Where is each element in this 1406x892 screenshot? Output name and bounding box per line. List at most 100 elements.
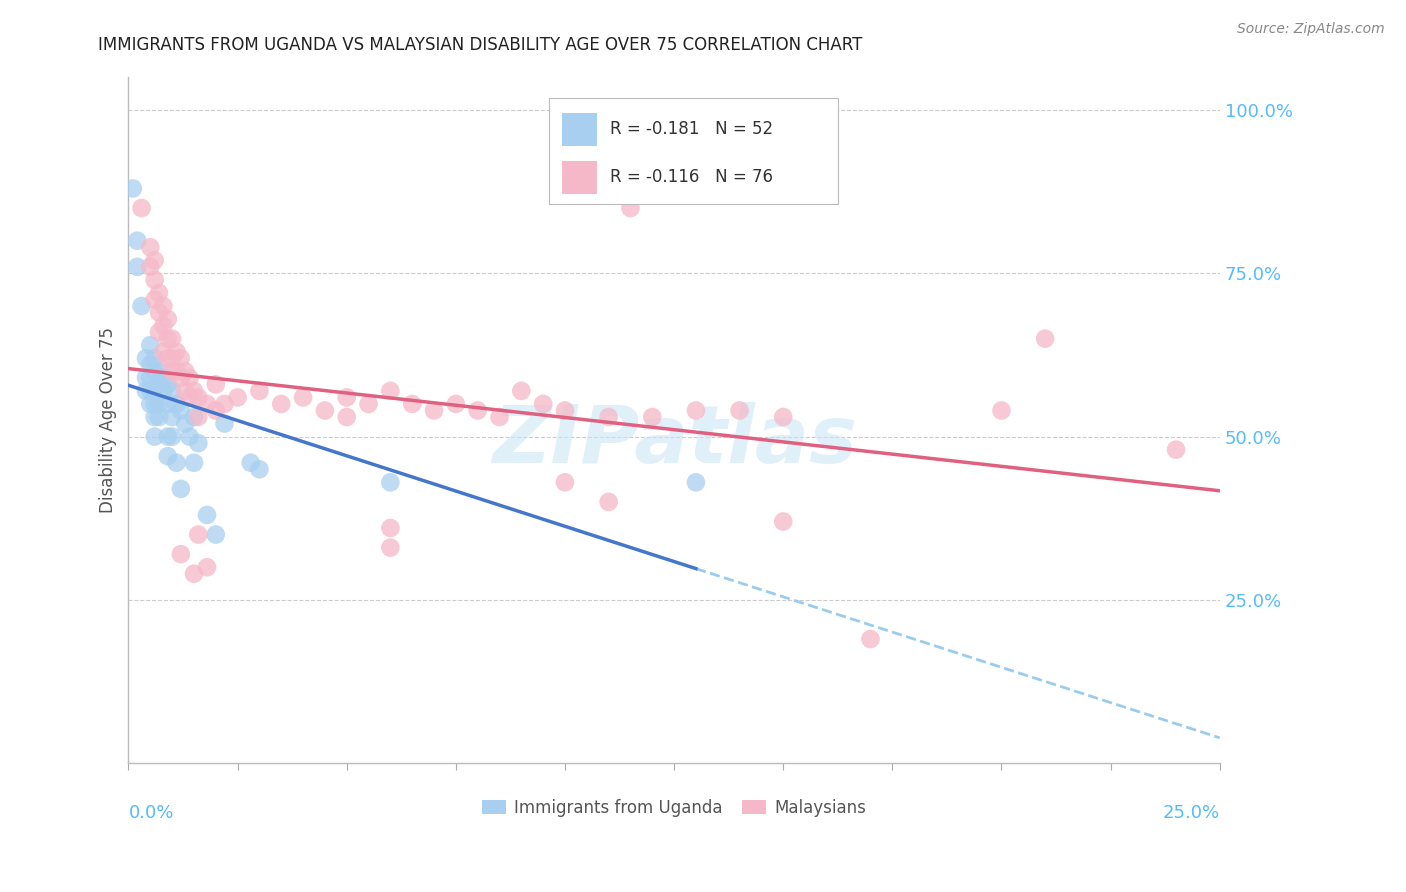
- Point: [160, 384, 183, 398]
- Point: [143, 351, 166, 366]
- Point: [174, 384, 197, 398]
- Point: [160, 429, 183, 443]
- Point: [156, 351, 179, 366]
- Point: [554, 403, 576, 417]
- Point: [641, 410, 664, 425]
- Point: [195, 508, 218, 522]
- Point: [160, 351, 183, 366]
- Point: [183, 384, 205, 398]
- Point: [204, 377, 226, 392]
- Point: [249, 462, 271, 476]
- Point: [156, 312, 179, 326]
- Point: [380, 541, 402, 555]
- Point: [139, 338, 162, 352]
- Point: [139, 260, 162, 274]
- Point: [1033, 332, 1056, 346]
- Point: [143, 410, 166, 425]
- Point: [174, 417, 197, 431]
- Point: [152, 318, 174, 333]
- Point: [226, 391, 249, 405]
- Point: [152, 384, 174, 398]
- Bar: [561, 161, 596, 194]
- Point: [174, 364, 197, 378]
- Point: [179, 429, 201, 443]
- Point: [183, 566, 205, 581]
- Point: [336, 391, 359, 405]
- Point: [139, 371, 162, 385]
- FancyBboxPatch shape: [548, 98, 838, 204]
- Point: [156, 397, 179, 411]
- Point: [143, 364, 166, 378]
- Point: [166, 397, 188, 411]
- Point: [619, 201, 641, 215]
- Point: [531, 397, 554, 411]
- Point: [160, 364, 183, 378]
- Text: ZIPatlas: ZIPatlas: [492, 402, 856, 480]
- Point: [204, 527, 226, 541]
- Point: [292, 391, 315, 405]
- Point: [214, 417, 236, 431]
- Point: [127, 234, 149, 248]
- Point: [195, 397, 218, 411]
- Point: [170, 547, 193, 561]
- Point: [160, 332, 183, 346]
- Point: [270, 397, 292, 411]
- Point: [156, 429, 179, 443]
- Point: [187, 436, 209, 450]
- Point: [467, 403, 489, 417]
- Point: [510, 384, 533, 398]
- Point: [131, 299, 153, 313]
- Point: [214, 397, 236, 411]
- Point: [131, 201, 153, 215]
- Point: [152, 344, 174, 359]
- Point: [423, 403, 446, 417]
- Point: [156, 377, 179, 392]
- Point: [772, 515, 794, 529]
- Point: [170, 482, 193, 496]
- Point: [314, 403, 336, 417]
- Point: [772, 410, 794, 425]
- Point: [728, 403, 751, 417]
- Point: [139, 240, 162, 254]
- Text: R = -0.116   N = 76: R = -0.116 N = 76: [610, 169, 773, 186]
- Point: [554, 475, 576, 490]
- Point: [143, 273, 166, 287]
- Point: [187, 410, 209, 425]
- Point: [401, 397, 423, 411]
- Point: [139, 397, 162, 411]
- Point: [148, 377, 170, 392]
- Point: [148, 325, 170, 339]
- Legend: Immigrants from Uganda, Malaysians: Immigrants from Uganda, Malaysians: [475, 792, 873, 823]
- Point: [156, 449, 179, 463]
- Point: [170, 403, 193, 417]
- Point: [183, 456, 205, 470]
- Text: R = -0.181   N = 52: R = -0.181 N = 52: [610, 120, 773, 138]
- Point: [249, 384, 271, 398]
- Point: [160, 410, 183, 425]
- Point: [187, 527, 209, 541]
- Point: [127, 260, 149, 274]
- Point: [357, 397, 380, 411]
- Point: [179, 371, 201, 385]
- Point: [148, 285, 170, 300]
- Point: [685, 403, 707, 417]
- Point: [166, 364, 188, 378]
- Point: [152, 299, 174, 313]
- Point: [195, 560, 218, 574]
- Bar: [561, 113, 596, 145]
- Point: [187, 391, 209, 405]
- Point: [598, 495, 620, 509]
- Point: [135, 384, 157, 398]
- Text: IMMIGRANTS FROM UGANDA VS MALAYSIAN DISABILITY AGE OVER 75 CORRELATION CHART: IMMIGRANTS FROM UGANDA VS MALAYSIAN DISA…: [98, 36, 863, 54]
- Point: [166, 456, 188, 470]
- Point: [204, 403, 226, 417]
- Point: [135, 351, 157, 366]
- Y-axis label: Disability Age Over 75: Disability Age Over 75: [100, 327, 117, 513]
- Point: [444, 397, 467, 411]
- Point: [148, 305, 170, 319]
- Point: [121, 181, 143, 195]
- Point: [152, 371, 174, 385]
- Point: [685, 475, 707, 490]
- Point: [135, 371, 157, 385]
- Point: [859, 632, 882, 646]
